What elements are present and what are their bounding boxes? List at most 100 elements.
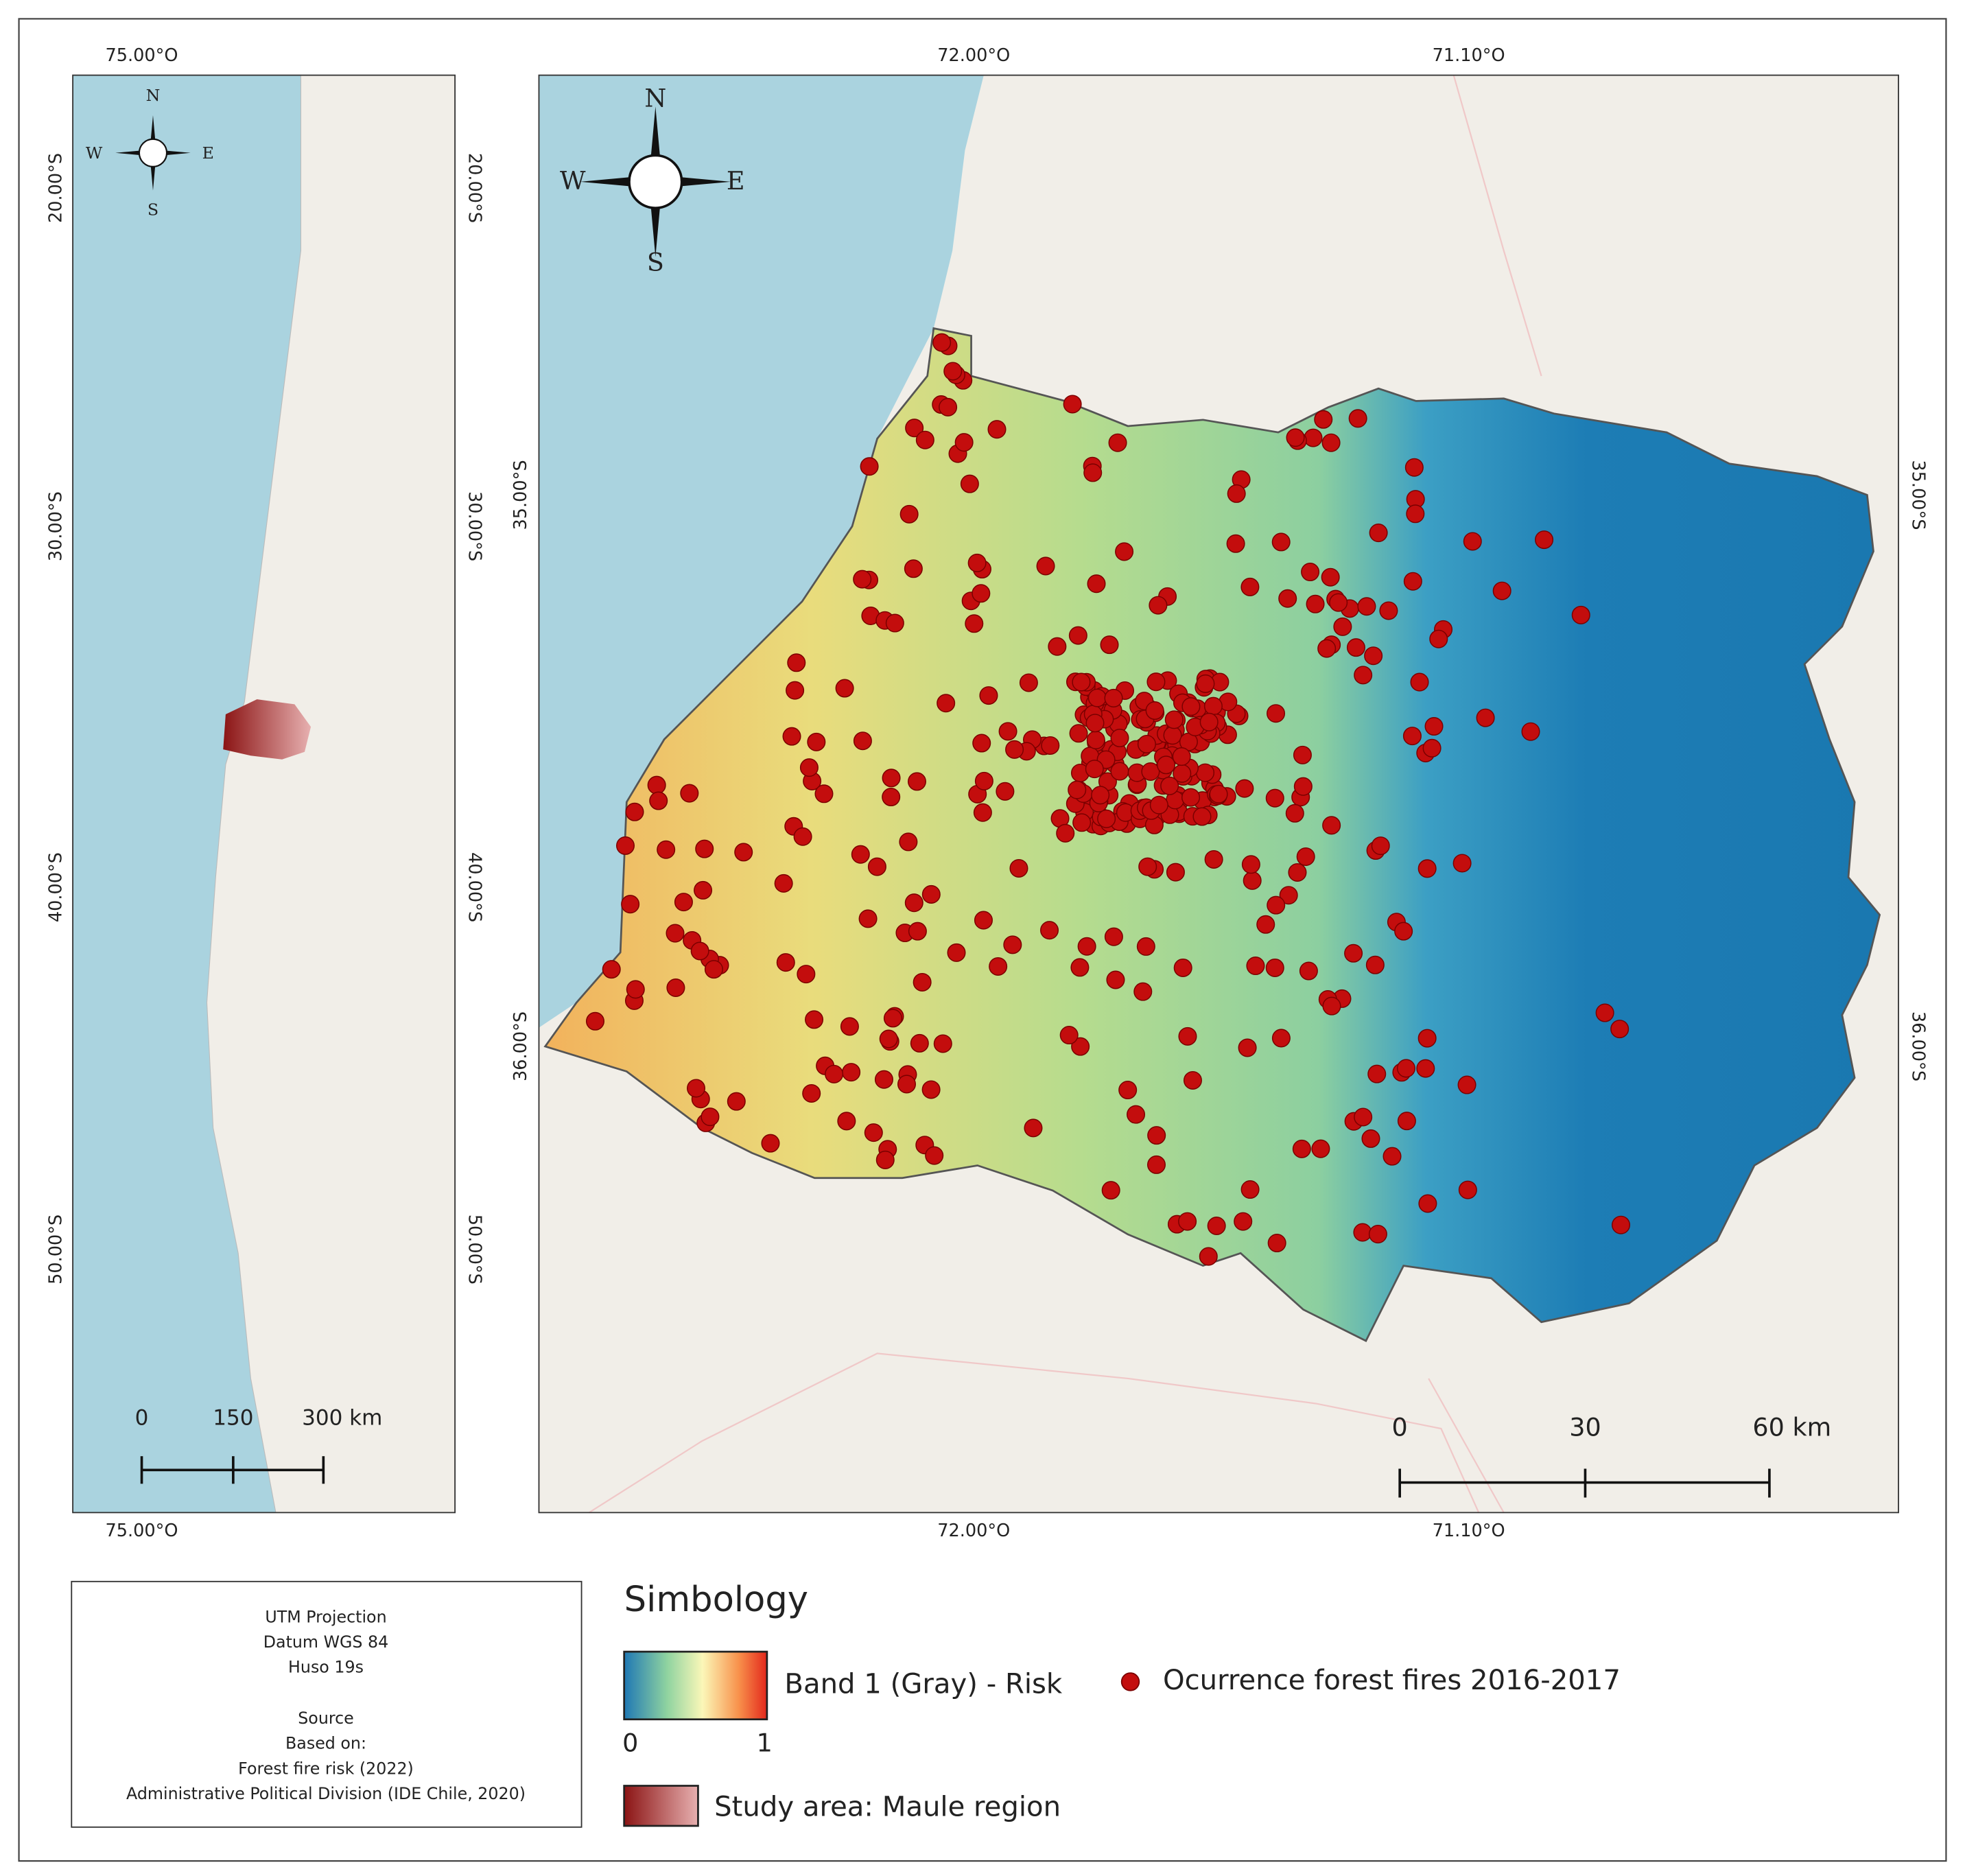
main-ocean — [539, 75, 984, 1028]
fire-point — [837, 1112, 856, 1131]
fire-point — [1227, 484, 1246, 503]
fire-point — [1361, 1129, 1380, 1148]
fire-point — [602, 960, 621, 979]
inset-border — [72, 74, 456, 1514]
fire-point — [1571, 605, 1590, 624]
lon-label: 71.10°O — [1433, 45, 1505, 66]
fire-point — [734, 843, 753, 862]
fire-point — [1492, 581, 1511, 600]
fire-point — [1196, 674, 1215, 693]
info-text: UTM Projection Datum WGS 84 Huso 19s Sou… — [126, 1607, 526, 1803]
fire-point — [1353, 1223, 1372, 1242]
fire-point — [1457, 1075, 1476, 1094]
fire-point — [704, 960, 723, 979]
fire-point — [1104, 688, 1123, 707]
fire-point — [1396, 1059, 1415, 1078]
fire-point — [807, 732, 826, 751]
lat-label: 36.00°S — [510, 1011, 531, 1081]
fire-point — [787, 653, 806, 672]
fire-point — [1354, 1107, 1373, 1127]
fire-point — [1019, 673, 1038, 692]
legend-study-label: Study area: Maule region — [714, 1791, 1061, 1822]
fire-point — [939, 397, 958, 417]
study-area-risk — [543, 327, 1881, 1342]
fire-point — [1322, 816, 1341, 835]
fire-point — [1365, 955, 1385, 974]
fire-point — [1009, 858, 1028, 878]
fire-point — [967, 553, 987, 572]
fire-point — [727, 1092, 746, 1111]
fire-point — [858, 909, 878, 928]
fire-point — [1314, 410, 1333, 429]
fire-point — [987, 420, 1007, 439]
fire-point — [1322, 996, 1341, 1016]
road — [588, 1352, 1480, 1514]
fire-point — [937, 694, 956, 713]
fire-point — [973, 803, 992, 822]
fire-point — [1265, 788, 1284, 808]
legend-fire-label: Ocurrence forest fires 2016-2017 — [1163, 1665, 1621, 1696]
fire-point — [1402, 727, 1422, 746]
fire-point — [825, 1064, 844, 1083]
info-line: Based on: — [285, 1734, 366, 1753]
fire-point — [1311, 1139, 1330, 1158]
fire-point — [1256, 915, 1275, 934]
info-box — [71, 1580, 583, 1828]
fire-point — [786, 681, 805, 700]
fire-point — [1083, 463, 1103, 482]
fire-point — [1199, 1247, 1218, 1266]
fire-point — [1246, 957, 1265, 976]
fire-point — [1344, 943, 1363, 963]
fire-point — [1238, 1038, 1257, 1057]
fire-point — [1085, 760, 1104, 779]
scale-label: 60 km — [1752, 1413, 1831, 1442]
fire-point — [1183, 1070, 1202, 1090]
fire-point — [972, 584, 991, 603]
fire-point — [1149, 596, 1168, 615]
fire-point — [1304, 428, 1323, 447]
fire-point — [1071, 1037, 1090, 1056]
fire-point — [1160, 776, 1179, 795]
fire-point — [1292, 1139, 1311, 1158]
fire-point — [921, 884, 941, 904]
legend-study-symbol — [623, 1785, 699, 1827]
lat-label: 36.00°S — [1907, 1011, 1928, 1081]
fire-point — [1137, 734, 1156, 753]
fire-point — [979, 686, 998, 705]
fire-point — [615, 836, 635, 855]
fire-point — [1286, 428, 1305, 447]
fire-point — [793, 827, 812, 846]
info-line: Source — [298, 1709, 354, 1728]
fire-point — [960, 474, 979, 493]
fire-point — [1285, 804, 1304, 823]
compass-w: W — [86, 143, 103, 163]
fire-point — [989, 957, 1008, 976]
fire-point — [1173, 958, 1192, 977]
legend-min: 0 — [622, 1728, 638, 1758]
fire-point — [867, 857, 886, 876]
fire-point — [694, 880, 713, 900]
lon-label: 75.00°O — [106, 1521, 178, 1541]
fire-point — [1299, 961, 1318, 981]
fire-point — [1164, 710, 1184, 729]
fire-point — [907, 772, 926, 791]
fire-point — [1429, 629, 1448, 648]
road — [1428, 75, 1542, 1513]
fire-point — [1293, 777, 1313, 796]
fire-point — [1040, 921, 1059, 940]
fire-point — [905, 419, 924, 438]
fire-point — [1127, 1105, 1146, 1124]
fire-point — [1056, 823, 1075, 843]
fire-point — [1041, 736, 1060, 755]
fire-point — [897, 1075, 917, 1094]
fire-point — [1458, 1180, 1477, 1199]
lat-label: 30.00°S — [45, 491, 66, 561]
fire-points — [585, 333, 1631, 1266]
fire-point — [1068, 780, 1087, 799]
fire-point — [1036, 556, 1055, 576]
fire-point — [1157, 755, 1176, 775]
fire-point — [1321, 433, 1341, 452]
fire-point — [1417, 859, 1437, 878]
fire-point — [1369, 524, 1388, 543]
fire-point — [805, 1010, 824, 1029]
